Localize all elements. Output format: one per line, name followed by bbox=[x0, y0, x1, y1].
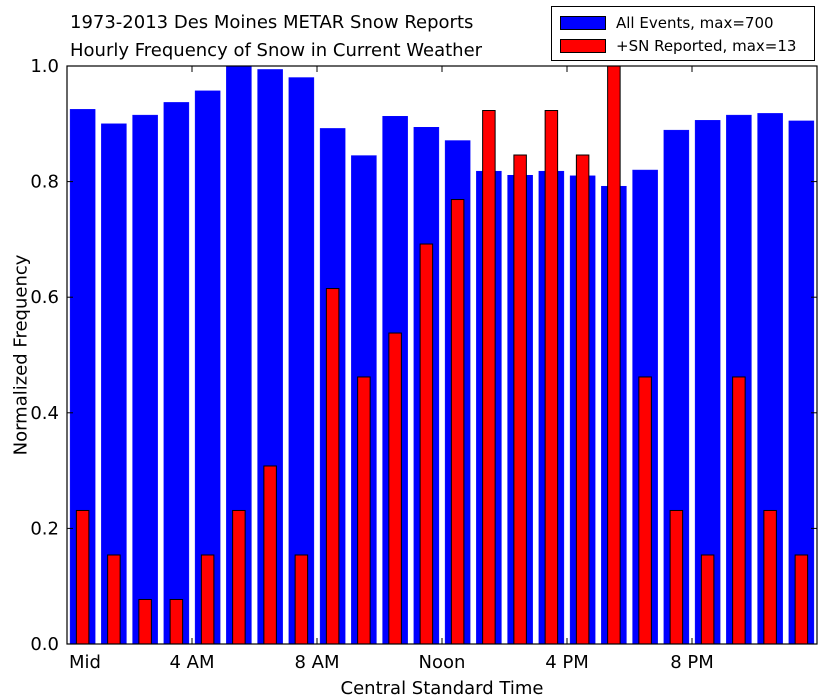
sn-reported-bar bbox=[138, 598, 152, 645]
sn-reported-bar bbox=[575, 154, 590, 645]
sn-reported-bar bbox=[419, 243, 434, 645]
all-events-bar bbox=[132, 114, 158, 645]
sn-reported-bar bbox=[482, 110, 496, 645]
legend-item-all-events: All Events, max=700 bbox=[560, 13, 774, 33]
sn-reported-bar bbox=[700, 554, 715, 645]
y-axis-label: Normalized Frequency bbox=[10, 254, 31, 455]
y-tick-label: 1.0 bbox=[30, 56, 59, 77]
x-axis-label: Central Standard Time bbox=[341, 678, 544, 699]
sn-reported-bar bbox=[794, 554, 809, 645]
sn-reported-bar bbox=[763, 509, 777, 645]
sn-reported-bar bbox=[450, 199, 465, 645]
sn-reported-bar bbox=[513, 154, 527, 645]
x-tick-label: Mid bbox=[69, 652, 101, 673]
y-tick-label: 0.4 bbox=[30, 403, 59, 424]
x-tick-label: 8 AM bbox=[294, 652, 339, 673]
x-axis-ticks: Mid 4 AM 8 AM Noon 4 PM 8 PM bbox=[66, 66, 714, 673]
chart-title: 1973-2013 Des Moines METAR Snow Reports bbox=[70, 12, 474, 33]
sn-reported-bar bbox=[75, 509, 90, 645]
y-tick-label: 0.0 bbox=[30, 634, 59, 655]
x-tick-label: 4 PM bbox=[545, 652, 589, 673]
sn-reported-bar bbox=[357, 376, 371, 645]
chart-subtitle: Hourly Frequency of Snow in Current Weat… bbox=[70, 40, 483, 61]
sn-reported-bar bbox=[638, 376, 652, 645]
y-tick-label: 0.2 bbox=[30, 518, 59, 539]
legend-swatch-all-events bbox=[560, 16, 606, 30]
sn-reported-bar bbox=[294, 554, 309, 645]
sn-reported-bar bbox=[200, 554, 215, 645]
y-tick-label: 0.6 bbox=[30, 287, 59, 308]
all-events-bar bbox=[163, 102, 190, 645]
legend: All Events, max=700 +SN Reported, max=13 bbox=[551, 6, 815, 61]
sn-reported-bar bbox=[169, 598, 184, 645]
legend-item-sn-reported: +SN Reported, max=13 bbox=[560, 36, 796, 56]
x-tick-label: Noon bbox=[419, 652, 466, 673]
sn-reported-bar bbox=[107, 554, 121, 645]
legend-swatch-sn-reported bbox=[560, 39, 606, 53]
legend-label-sn-reported: +SN Reported, max=13 bbox=[616, 37, 797, 55]
sn-reported-bar bbox=[544, 110, 559, 645]
y-tick-label: 0.8 bbox=[30, 172, 59, 193]
sn-reported-bar bbox=[325, 288, 340, 645]
x-tick-label: 8 PM bbox=[670, 652, 714, 673]
sn-reported-bar bbox=[669, 509, 684, 645]
sn-reported-bar bbox=[732, 376, 746, 645]
sn-reported-bar bbox=[263, 465, 277, 645]
legend-label-all-events: All Events, max=700 bbox=[616, 14, 774, 32]
sn-reported-bar bbox=[388, 332, 402, 645]
sn-reported-bars bbox=[75, 65, 809, 645]
sn-reported-bar bbox=[232, 509, 246, 645]
y-axis-ticks: 0.0 0.2 0.4 0.6 0.8 1.0 bbox=[30, 56, 817, 655]
all-events-bar bbox=[194, 90, 221, 645]
x-tick-label: 4 AM bbox=[169, 652, 214, 673]
sn-reported-bar bbox=[607, 65, 621, 645]
